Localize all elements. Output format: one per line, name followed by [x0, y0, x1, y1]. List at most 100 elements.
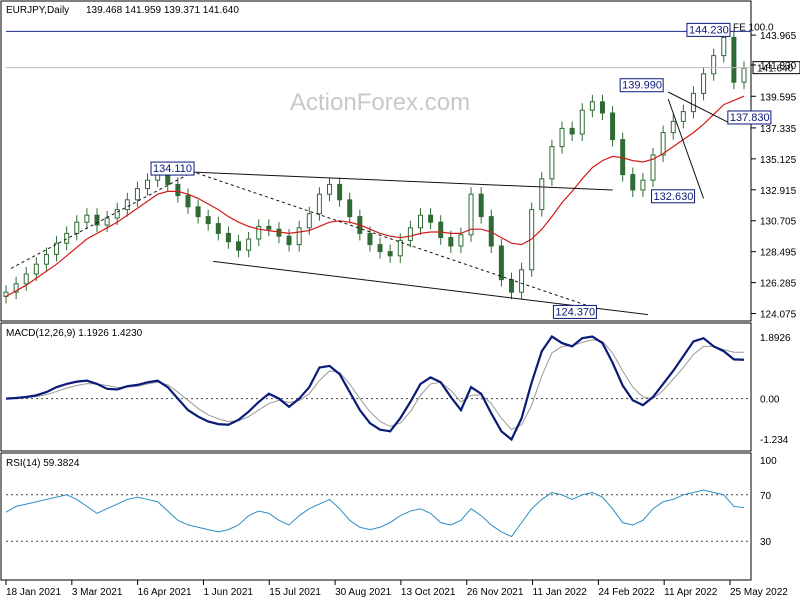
current-price-tag: [752, 61, 800, 75]
rsi-panel: [0, 452, 752, 581]
candle-body: [225, 232, 231, 243]
candle-body: [468, 193, 474, 236]
x-tick-label: 11 Jan 2022: [533, 587, 588, 598]
annotation-label: 139.990: [622, 80, 662, 92]
candle-body: [124, 199, 130, 211]
candle-body: [438, 221, 444, 239]
candle-body: [690, 92, 696, 113]
candle-body: [650, 154, 656, 181]
ohlc-header: 139.468 141.959 139.371 141.640: [86, 5, 239, 16]
x-tick-label: 11 Apr 2022: [664, 587, 718, 598]
x-tick-label: 3 Mar 2021: [72, 587, 123, 598]
macd-tick-label: 1.8926: [760, 333, 791, 344]
x-tick-label: 25 May 2022: [730, 587, 788, 598]
candle-body: [630, 174, 636, 191]
candle-body: [589, 101, 595, 111]
annotation-box: [619, 78, 664, 93]
annotation-label: 137.830: [730, 112, 770, 124]
candle-body: [236, 241, 242, 251]
candle-body: [569, 127, 575, 135]
candle-body: [579, 109, 585, 135]
candle-body: [680, 111, 686, 122]
candle-body: [175, 183, 181, 197]
candle-body: [64, 232, 70, 244]
fib-label: FE 100.0: [733, 22, 774, 33]
candle-body: [185, 195, 191, 208]
candle-body: [711, 55, 717, 75]
candle-body: [256, 225, 262, 240]
price-tick-label: 130.705: [760, 217, 797, 228]
x-tick-label: 30 Aug 2021: [335, 587, 392, 598]
price-tick-label: 126.285: [760, 279, 797, 290]
macd-line: [5, 335, 745, 442]
x-tick-label: 24 Feb 2022: [598, 587, 655, 598]
rsi-tick-label: 30: [760, 537, 772, 548]
annotation-box: [552, 304, 597, 319]
x-tick-label: 16 Apr 2021: [138, 587, 192, 598]
candle-body: [306, 213, 312, 229]
candle-body: [741, 67, 747, 83]
rsi-layer: [5, 489, 751, 542]
price-tick-label: 132.915: [760, 186, 797, 197]
axis-layer: 141.640 143.965 141.830 139.595 137.335 135.1…: [5, 31, 800, 598]
trendline-5: [667, 91, 733, 125]
candle-body: [215, 223, 221, 234]
macd-tick-label: -1.234: [760, 435, 789, 446]
candle-body: [43, 253, 49, 265]
annotation-label: 144.230: [689, 24, 729, 36]
candle-body: [721, 36, 727, 57]
candle-body: [367, 232, 373, 246]
candle-body: [539, 178, 545, 211]
price-layer: 134.110 124.370 139.990 137.830 132.630 144.2…: [3, 22, 774, 319]
candle-body: [316, 193, 322, 215]
price-tick-label: 137.335: [760, 124, 797, 135]
annotation-label: 124.370: [555, 306, 595, 318]
candle-body: [731, 36, 737, 83]
candle-body: [327, 183, 333, 195]
candle-body: [94, 214, 100, 226]
candle-body: [478, 193, 484, 218]
trendline-4: [667, 98, 705, 199]
candle-body: [610, 112, 616, 141]
candle-body: [13, 283, 19, 293]
annotation-box: [686, 22, 731, 37]
candle-body: [337, 183, 343, 201]
candle-body: [458, 234, 464, 247]
price-panel: [0, 0, 752, 322]
moving-average-line: [5, 95, 745, 297]
candle-body: [84, 214, 90, 223]
candle-body: [286, 235, 292, 246]
candle-body: [145, 179, 151, 190]
trendline-1: [152, 169, 613, 191]
candle-body: [498, 245, 504, 281]
price-tick-label: 124.075: [760, 310, 797, 321]
x-tick-label: 15 Jul 2021: [269, 587, 321, 598]
candle-body: [519, 269, 525, 293]
candle-body: [417, 214, 423, 229]
candle-body: [549, 146, 555, 180]
candle-body: [246, 238, 252, 251]
annotation-box: [150, 161, 195, 176]
candle-body: [508, 279, 514, 293]
price-tick-label: 143.965: [760, 31, 797, 42]
candle-body: [559, 127, 565, 148]
candle-body: [377, 244, 383, 253]
candle-body: [428, 214, 434, 223]
candle-body: [23, 273, 29, 285]
candle-body: [205, 216, 211, 225]
candle-body: [74, 221, 80, 234]
price-tick-label: 139.595: [760, 92, 797, 103]
candle-body: [3, 291, 9, 297]
candle-body: [599, 101, 605, 114]
candle-body: [670, 120, 676, 134]
candle-body: [407, 227, 413, 241]
price-tick-label: 141.830: [760, 61, 797, 72]
macd-tick-label: 0.00: [760, 395, 780, 406]
annotation-label: 132.630: [654, 191, 694, 203]
macd-layer: [5, 335, 751, 442]
watermark: ActionForex.com: [290, 89, 470, 116]
x-tick-label: 13 Oct 2021: [401, 587, 456, 598]
candle-body: [114, 209, 120, 219]
rsi-panel-title: RSI(14) 59.3824: [6, 458, 80, 469]
